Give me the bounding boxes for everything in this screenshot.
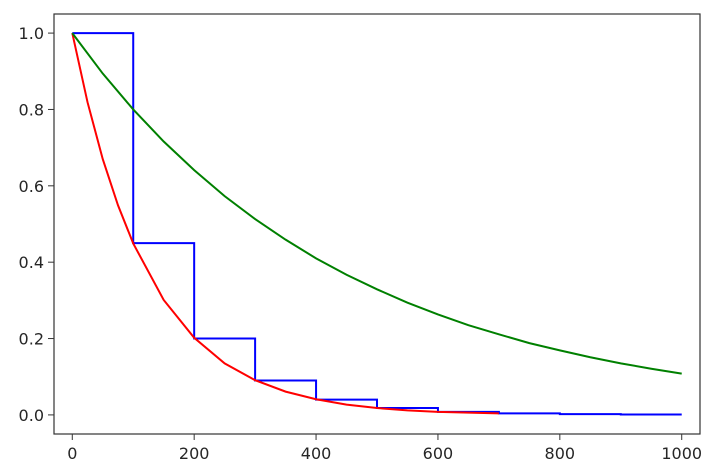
plot-series [71,32,682,416]
red-curve-line [71,32,499,415]
y-tick-label: 0.2 [19,330,44,349]
x-tick-label: 400 [301,444,332,463]
axis-ticks: 0 200 400 600 800 1000 0.0 0.2 0.4 0.6 0.8 1.0 [19,24,703,463]
x-tick-label: 0 [67,444,77,463]
x-tick-label: 800 [545,444,576,463]
y-tick-label: 0.4 [19,253,44,272]
x-tick-label: 1000 [661,444,702,463]
step-series-line [72,32,682,416]
green-curve-line [71,32,682,375]
plot-frame [53,13,701,435]
x-tick-label: 200 [179,444,210,463]
y-tick-label: 0.6 [19,177,44,196]
y-tick-label: 0.0 [19,406,44,425]
x-tick-label: 600 [423,444,454,463]
y-tick-label: 0.8 [19,100,44,119]
y-tick-label: 1.0 [19,24,44,43]
